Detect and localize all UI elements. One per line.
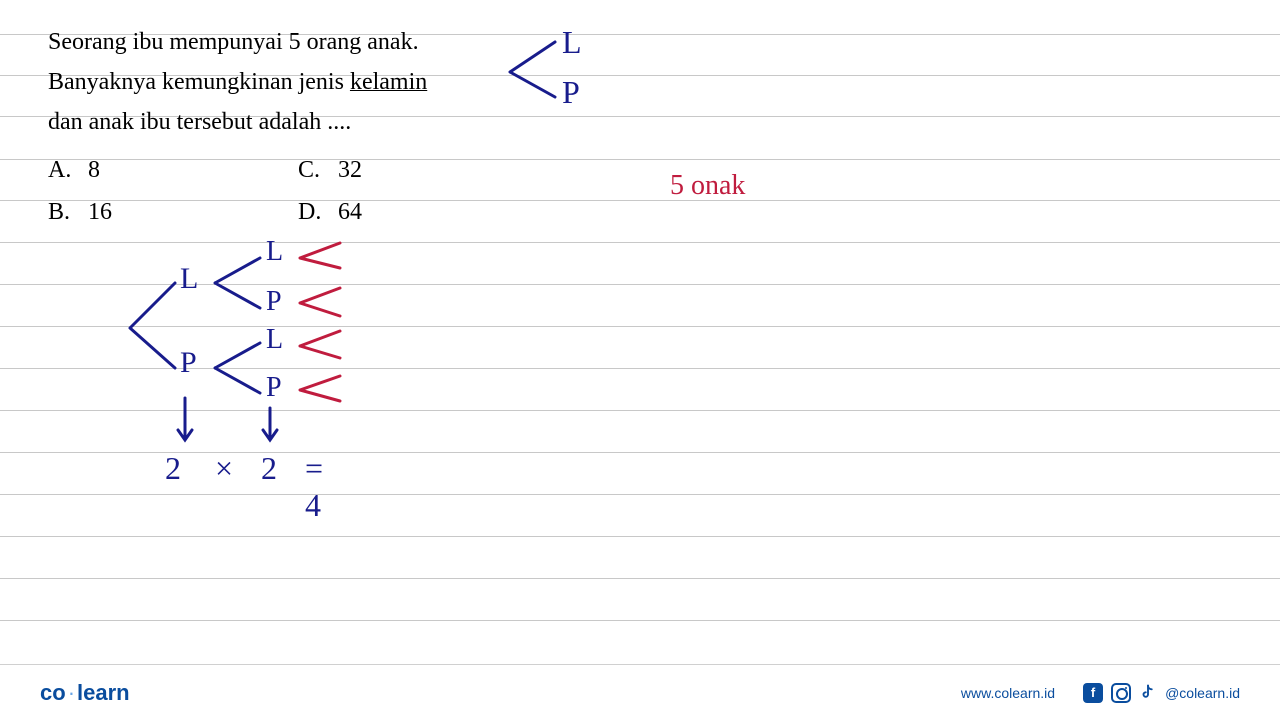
question-line-2: Banyaknya kemungkinan jenis kelamin — [48, 64, 488, 100]
hw-tree-P1: P — [180, 346, 197, 380]
hw-calc-times: × — [215, 450, 233, 487]
logo-pre: co — [40, 680, 66, 705]
hw-tree-P2b: P — [266, 372, 282, 404]
tiktok-icon — [1139, 684, 1157, 702]
choice-d-letter: D. — [298, 194, 324, 230]
logo-post: learn — [77, 680, 130, 705]
choice-b-value: 16 — [88, 194, 112, 230]
choice-b: B. 16 — [48, 194, 238, 230]
question-line-2-pre: Banyaknya kemungkinan jenis — [48, 69, 350, 95]
hw-top-L: L — [562, 24, 582, 61]
choice-d-value: 64 — [338, 194, 362, 230]
choices-grid: A. 8 C. 32 B. 16 D. 64 — [48, 152, 488, 230]
socials: f @colearn.id — [1083, 683, 1240, 703]
hw-calc-2b: 2 — [261, 450, 277, 487]
question-line-3: dan anak ibu tersebut adalah .... — [48, 104, 488, 140]
handwritten-tree: L P L P L P — [120, 238, 420, 463]
choice-c-value: 32 — [338, 152, 362, 188]
facebook-icon: f — [1083, 683, 1103, 703]
handwritten-lp-fork: L P — [500, 22, 640, 117]
choice-a-letter: A. — [48, 152, 74, 188]
footer-url: www.colearn.id — [961, 685, 1055, 701]
question-block: Seorang ibu mempunyai 5 orang anak. Bany… — [48, 24, 488, 230]
logo-dot: · — [68, 680, 75, 705]
hw-top-P: P — [562, 74, 580, 111]
question-line-2-underlined: kelamin — [350, 69, 427, 95]
hw-tree-L2a: L — [266, 236, 283, 268]
footer: co·learn www.colearn.id f @colearn.id — [0, 664, 1280, 720]
hw-calc-2a: 2 — [165, 450, 181, 487]
choice-d: D. 64 — [298, 194, 488, 230]
choice-c-letter: C. — [298, 152, 324, 188]
choice-a: A. 8 — [48, 152, 238, 188]
hw-five-anak: 5 onak — [670, 170, 745, 202]
hw-tree-L2b: L — [266, 324, 283, 356]
hw-calc-eq4: = 4 — [305, 450, 323, 524]
social-handle: @colearn.id — [1165, 685, 1240, 701]
choice-c: C. 32 — [298, 152, 488, 188]
question-line-1: Seorang ibu mempunyai 5 orang anak. — [48, 24, 488, 60]
choice-b-letter: B. — [48, 194, 74, 230]
hw-tree-L1: L — [180, 262, 198, 296]
footer-right: www.colearn.id f @colearn.id — [961, 683, 1240, 703]
hw-tree-P2a: P — [266, 286, 282, 318]
instagram-icon — [1111, 683, 1131, 703]
choice-a-value: 8 — [88, 152, 100, 188]
logo: co·learn — [40, 680, 130, 706]
